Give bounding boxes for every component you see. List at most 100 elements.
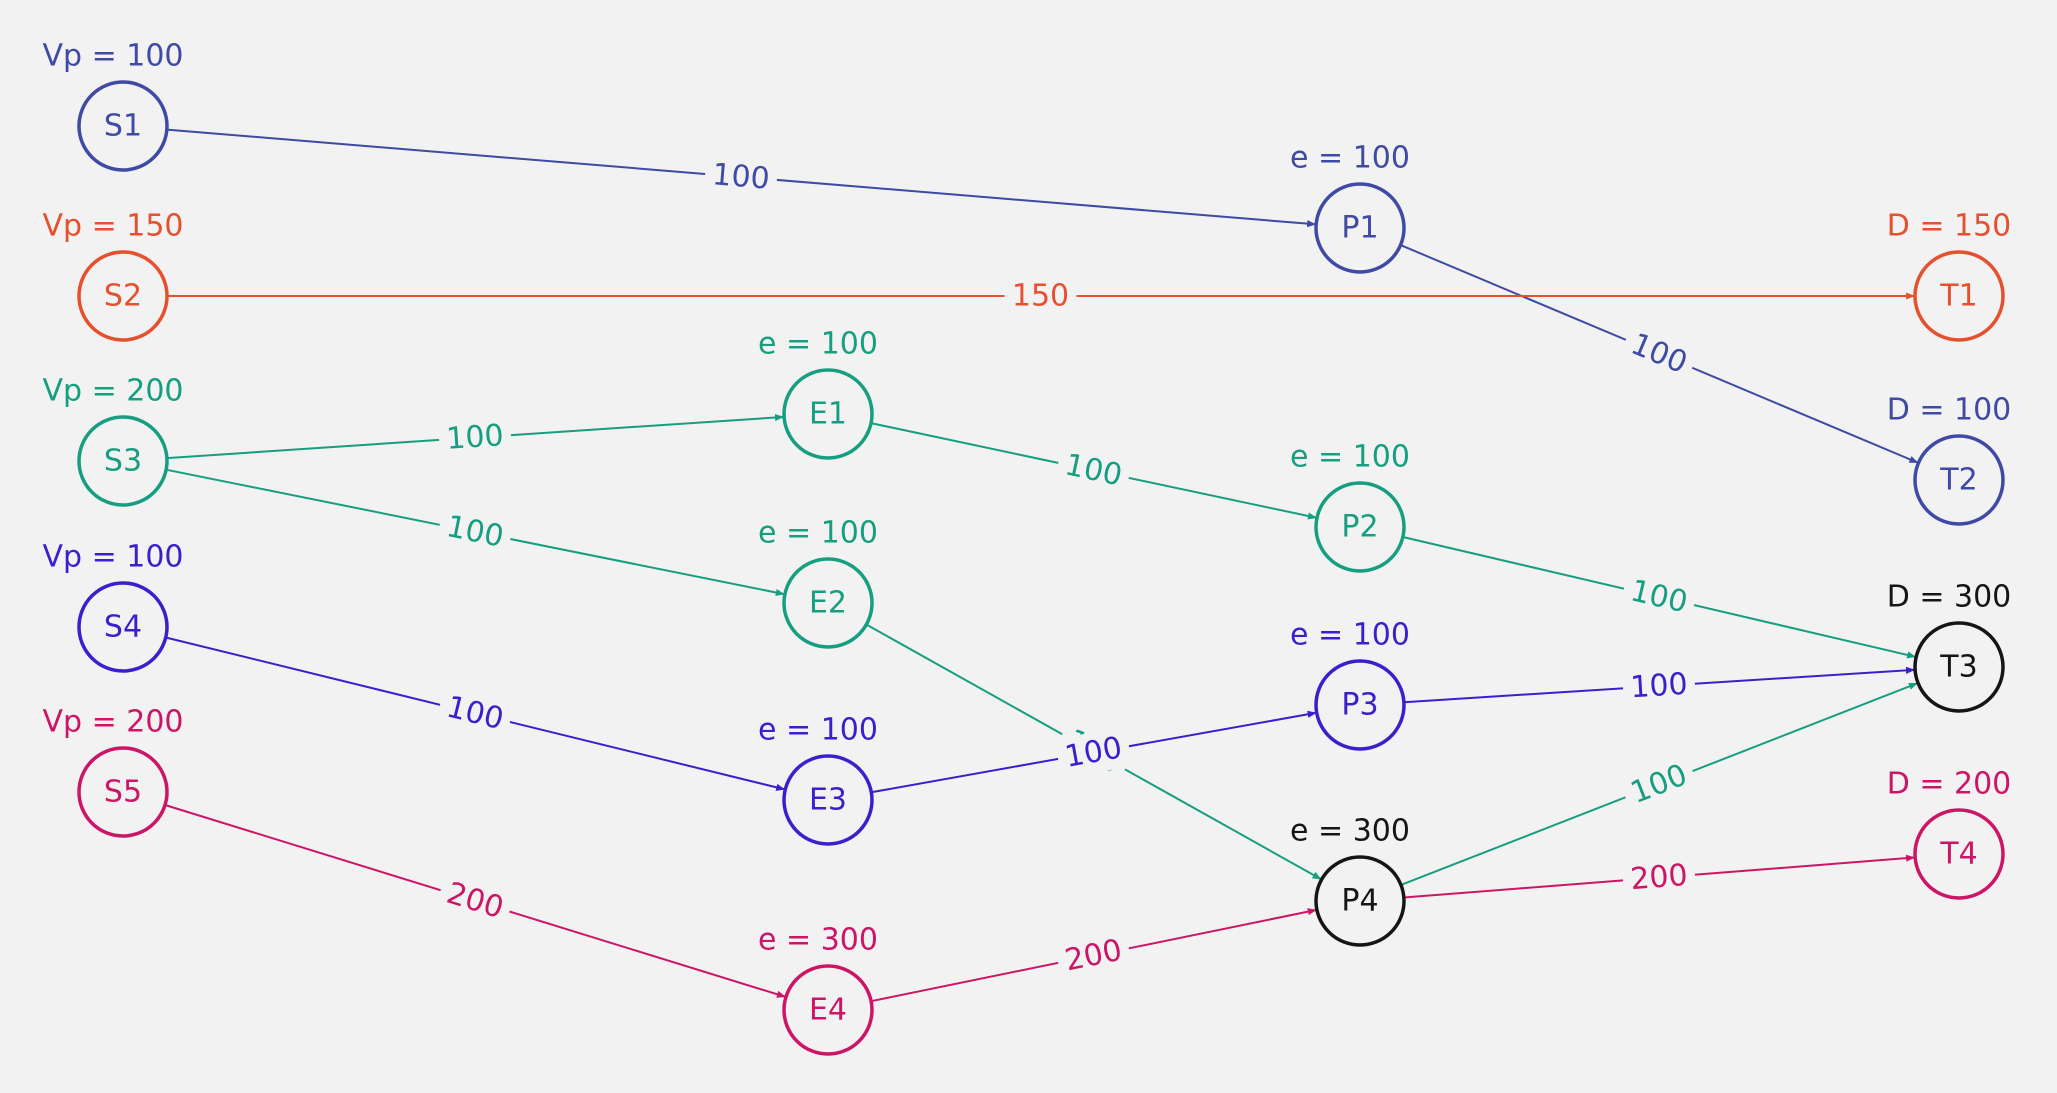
- node-circle: [77, 746, 169, 838]
- node-label: S1: [104, 109, 142, 144]
- node-s3: S3 Vp = 200: [42, 374, 184, 507]
- node-circle: [77, 581, 169, 673]
- node-label: S5: [104, 775, 142, 810]
- node-circle: [1913, 434, 2005, 526]
- edge-s4-e3: 100: [165, 636, 786, 791]
- node-label: T2: [1939, 463, 1977, 498]
- node-label: P1: [1341, 211, 1378, 246]
- edge-s1-p1: 100: [166, 128, 1317, 228]
- edge-p3-t3: 100: [1403, 663, 1915, 709]
- edge-label: 150: [1012, 279, 1069, 314]
- node-label: T1: [1939, 279, 1977, 314]
- node-annotation: Vp = 150: [42, 209, 183, 244]
- node-annotation: Vp = 200: [42, 705, 183, 740]
- node-p2: P2 e = 100: [1290, 440, 1410, 573]
- edge-p1-t2: 100: [1400, 244, 1919, 464]
- node-label: E4: [809, 993, 847, 1028]
- node-e3: E3 e = 100: [758, 713, 878, 846]
- node-p3: P3 e = 100: [1290, 618, 1410, 751]
- node-circle: [782, 368, 874, 460]
- edge-s2-t1: 150: [167, 276, 1915, 316]
- edge-label-background: [1004, 276, 1077, 316]
- node-circle: [782, 754, 874, 846]
- node-annotation: Vp = 200: [42, 374, 183, 409]
- node-s4: S4 Vp = 100: [42, 540, 184, 673]
- edge-label-background: [703, 154, 779, 200]
- edge-label-background: [437, 415, 513, 460]
- edge-label-background: [1621, 663, 1697, 709]
- node-annotation: e = 300: [1290, 814, 1410, 849]
- edge-e1-p2: 100: [870, 422, 1317, 520]
- node-label: P4: [1341, 884, 1378, 919]
- edge-label: 100: [1627, 573, 1691, 620]
- node-s1: S1 Vp = 100: [42, 39, 184, 172]
- node-annotation: D = 200: [1887, 767, 2012, 802]
- edges-layer: 1001001501001001001001001001001001002002…: [164, 128, 1919, 1003]
- node-circle: [1913, 250, 2005, 342]
- edge-label: 100: [1062, 447, 1125, 493]
- node-annotation: e = 300: [758, 923, 878, 958]
- node-circle: [77, 80, 169, 172]
- node-circle: [782, 964, 874, 1056]
- node-circle: [77, 415, 169, 507]
- edge-p4-t3: 100: [1400, 682, 1918, 886]
- node-circle: [1314, 182, 1406, 274]
- node-circle: [1314, 855, 1406, 947]
- edge-label-background: [434, 871, 516, 931]
- edge-label: 100: [445, 418, 504, 457]
- node-s5: S5 Vp = 200: [42, 705, 184, 838]
- edge-label: 200: [442, 876, 507, 926]
- node-label: S2: [104, 279, 142, 314]
- node-circle: [1913, 621, 2005, 713]
- edge-label-background: [1054, 928, 1133, 983]
- node-label: T3: [1939, 650, 1977, 685]
- node-annotation: D = 100: [1887, 393, 2012, 428]
- edge-label-background: [435, 685, 515, 742]
- node-p4: P4 e = 300: [1290, 814, 1410, 947]
- node-annotation: Vp = 100: [42, 540, 183, 575]
- node-circle: [77, 250, 169, 342]
- edge-label: 100: [443, 690, 507, 738]
- edge-label: 200: [1629, 858, 1689, 897]
- node-circle: [1314, 659, 1406, 751]
- node-label: P3: [1341, 688, 1378, 723]
- node-circle: [782, 557, 874, 649]
- edge-e4-p4: 200: [870, 908, 1317, 1003]
- edge-p4-t4: 200: [1403, 854, 1916, 901]
- node-annotation: e = 100: [1290, 618, 1410, 653]
- edge-label: 100: [443, 509, 506, 555]
- edge-label: 100: [711, 157, 771, 197]
- node-annotation: e = 100: [758, 516, 878, 551]
- edge-e3-p3: 100: [871, 710, 1317, 794]
- node-annotation: e = 100: [1290, 141, 1410, 176]
- node-label: E3: [809, 783, 847, 818]
- node-circle: [1913, 808, 2005, 900]
- nodes-layer: S1 Vp = 100 S2 Vp = 150 S3 Vp = 200 S4 Vp = 100…: [42, 39, 2012, 1056]
- node-p1: P1 e = 100: [1290, 141, 1410, 274]
- node-t1: T1 D = 150: [1887, 209, 2012, 342]
- node-s2: S2 Vp = 150: [42, 209, 184, 342]
- node-annotation: e = 100: [758, 713, 878, 748]
- node-label: P2: [1341, 510, 1378, 545]
- edge-label-background: [1054, 443, 1133, 498]
- node-label: E1: [809, 397, 847, 432]
- node-t4: T4 D = 200: [1887, 767, 2012, 900]
- node-annotation: Vp = 100: [42, 39, 183, 74]
- node-annotation: D = 150: [1887, 209, 2012, 244]
- node-annotation: e = 100: [1290, 440, 1410, 475]
- edge-s5-e4: 200: [164, 804, 786, 998]
- edge-label-background: [1618, 752, 1700, 816]
- node-e1: E1 e = 100: [758, 327, 878, 460]
- edge-label-background: [1054, 726, 1133, 779]
- node-label: E2: [809, 586, 847, 621]
- edge-p2-t3: 100: [1402, 536, 1917, 659]
- node-t3: T3 D = 300: [1887, 580, 2012, 713]
- node-e4: E4 e = 300: [758, 923, 878, 1056]
- edge-label: 100: [1629, 667, 1688, 706]
- edge-label-background: [1619, 569, 1699, 625]
- node-t2: T2 D = 100: [1887, 393, 2012, 526]
- node-label: S4: [104, 610, 142, 645]
- edge-label: 100: [1626, 757, 1692, 810]
- node-annotation: D = 300: [1887, 580, 2012, 615]
- edge-label-background: [435, 505, 515, 559]
